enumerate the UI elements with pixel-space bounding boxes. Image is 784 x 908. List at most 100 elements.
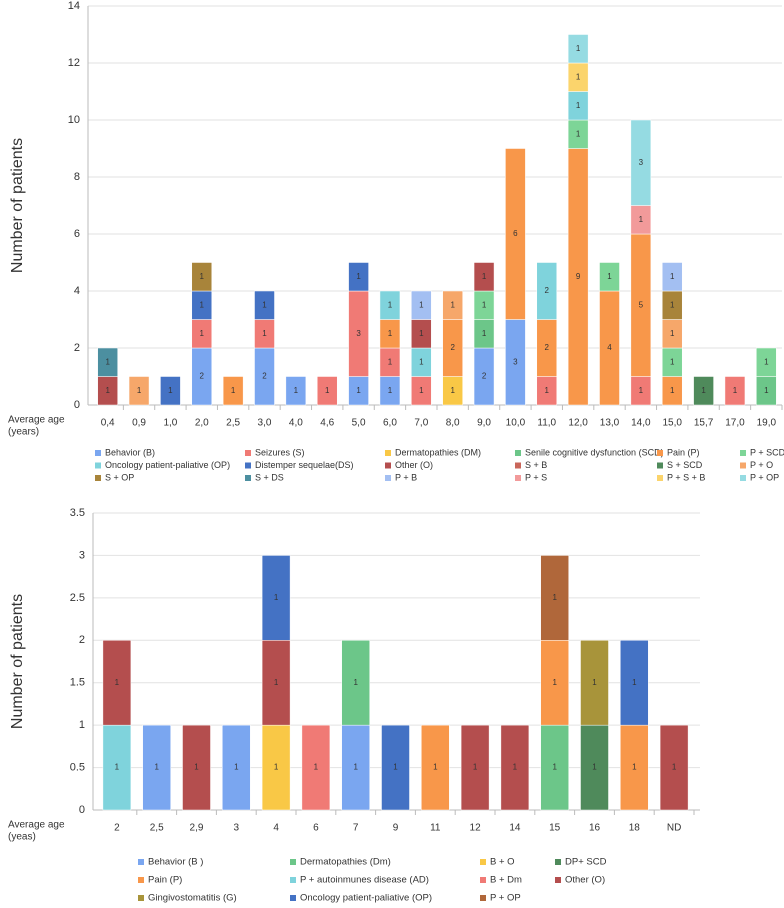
value-label: 1 [670,272,675,281]
x-tick-label: 2 [114,823,120,834]
legend-label: Pain (P) [148,875,182,886]
bar-segment [620,724,649,811]
legend-label: Dermatopathies (DM) [395,447,481,457]
y-tick-label: 2 [74,342,80,354]
bar-segment [540,640,569,726]
y-tick-label: 2.5 [70,592,85,604]
bar-segment [222,376,244,406]
value-label: 1 [450,386,455,395]
x-tick-label: 8,0 [446,418,460,429]
x-tick-label: 9,0 [477,418,491,429]
value-label: 1 [670,386,675,395]
value-label: 1 [632,763,637,772]
legend-label: P + SCD [750,447,784,457]
value-label: 1 [356,272,361,281]
bar-segment [473,262,495,292]
value-label: 1 [262,329,267,338]
y-tick-label: 8 [74,171,80,183]
x-tick-label: 10,0 [506,418,526,429]
value-label: 2 [545,286,550,295]
bar-segment [182,724,211,811]
x-tick-label: 19,0 [757,418,777,429]
legend-swatch [740,462,746,469]
legend-label: P + OP [490,893,521,904]
x-tick-label: 4,6 [320,418,334,429]
y-tick-label: 0.5 [70,761,85,773]
x-tick-label: 12 [470,823,482,834]
legend-swatch [245,475,251,481]
bar-segment [316,376,338,406]
x-tick-label: 15,0 [662,418,682,429]
value-label: 1 [419,357,424,366]
value-label: 1 [576,129,581,138]
bar-segment [567,34,589,64]
legend-swatch [385,450,391,456]
x-tick-label: 1,0 [163,418,177,429]
x-tick-label: 3 [234,823,240,834]
legend-label: S + B [525,460,547,470]
y-axis-title: Number of patients [9,138,26,273]
bar-segment [500,724,530,811]
y-tick-label: 10 [68,114,80,126]
x-tick-label: 14 [509,823,521,834]
bar-segment [620,640,649,726]
bar-segment [191,262,213,292]
x-tick-label: 11,0 [537,418,556,429]
legend-swatch [95,475,101,481]
value-label: 1 [670,357,675,366]
value-label: 3 [639,158,644,167]
legend-swatch [657,450,663,456]
legend-swatch [480,859,486,865]
bar-segment [411,290,432,320]
x-tick-label: 7 [353,823,359,834]
bar-segment [540,724,569,811]
bar-segment [724,376,746,406]
legend-swatch [138,877,144,883]
legend-swatch [480,877,486,883]
x-tick-label: 3,0 [258,418,272,429]
x-tick-label: 15,7 [694,418,714,429]
value-label: 1 [701,386,706,395]
x-tick-label: 9 [393,823,399,834]
value-label: 1 [231,386,236,395]
x-tick-label: 2,5 [226,418,240,429]
bar-segment [341,640,370,726]
y-axis-title: Number of patients [9,594,26,729]
legend-swatch [515,475,521,481]
bar-segment [460,724,490,811]
value-label: 1 [105,357,110,366]
value-label: 1 [388,386,393,395]
value-label: 4 [607,343,612,352]
value-label: 1 [200,272,205,281]
value-label: 1 [356,386,361,395]
value-label: 1 [154,763,159,772]
value-label: 1 [262,300,267,309]
x-tick-label: 13,0 [600,418,620,429]
legend-swatch [480,895,486,901]
bar-segment [661,262,683,292]
y-tick-label: 2 [79,634,85,646]
bar-segment [379,290,401,320]
legend-label: Distemper sequelae(DS) [255,460,354,470]
value-label: 1 [576,72,581,81]
value-label: 1 [200,329,205,338]
y-tick-label: 12 [68,57,80,69]
legend-label: P + OP [750,472,779,482]
bar-segment [505,148,526,320]
value-label: 1 [388,329,393,338]
bar-segment [142,724,171,811]
value-label: 1 [115,763,120,772]
legend-label: Oncology patient-paliative (OP) [300,893,432,904]
legend-swatch [515,462,521,469]
value-label: 1 [670,300,675,309]
value-label: 1 [473,763,478,772]
bar-segment [442,290,463,320]
x-tick-label: 2,5 [150,823,164,834]
value-label: 1 [552,678,557,687]
bar-segment [381,724,410,811]
value-label: 1 [592,678,597,687]
value-label: 1 [733,386,738,395]
x-tick-label: 11 [430,823,441,834]
value-label: 1 [450,300,455,309]
bar-segment [160,376,181,406]
